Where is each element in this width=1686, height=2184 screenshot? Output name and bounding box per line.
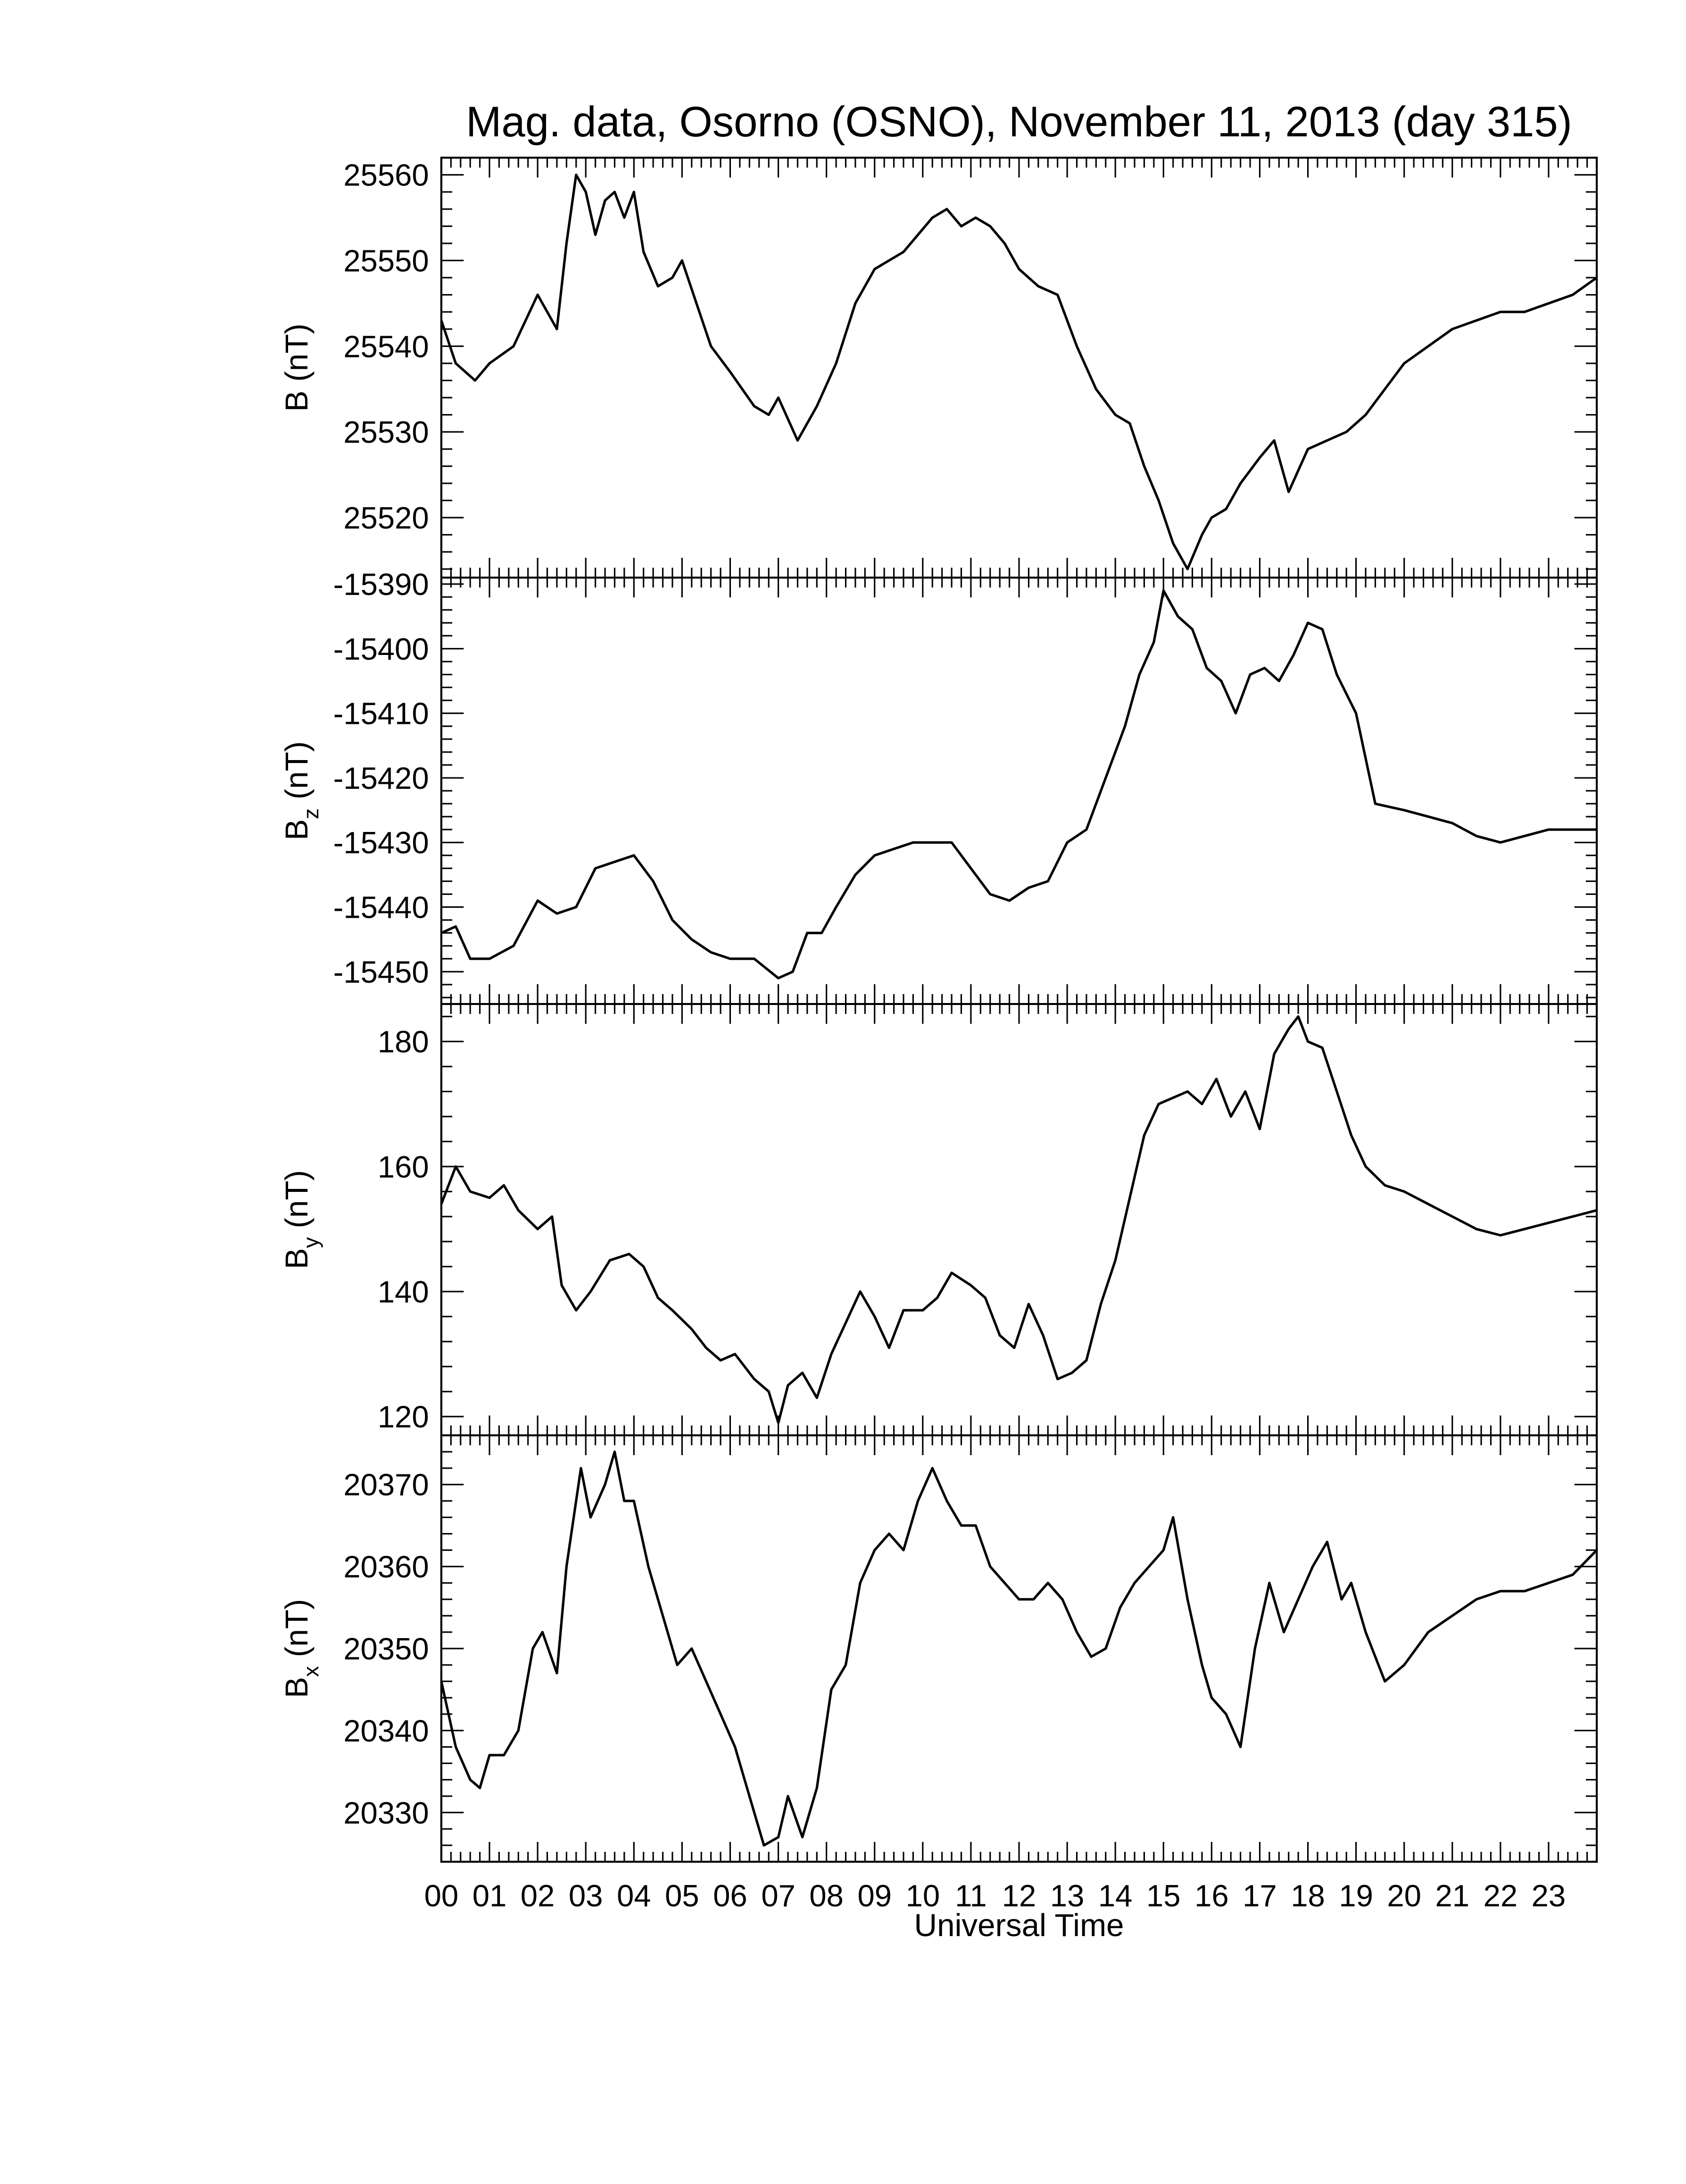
x-tick-label: 13 <box>1050 1879 1084 1913</box>
y-tick-label-By: 140 <box>378 1275 429 1309</box>
x-tick-label: 01 <box>473 1879 507 1913</box>
y-axis-label-main-By: B <box>279 1248 314 1269</box>
x-tick-label: 18 <box>1291 1879 1325 1913</box>
series-line-By-0 <box>440 1015 1597 1424</box>
y-axis-label-sub-By: y <box>299 1237 323 1248</box>
x-tick-label: 11 <box>955 1879 987 1913</box>
y-axis-label-By: By (nT) <box>279 1170 323 1269</box>
panel-Bz: -15450 -15440 -15430 -15420 -15410 -15400 -153… <box>279 568 1598 1005</box>
panel-B: 25520 25530 25540 25550 25560 B (nT) <box>279 157 1598 579</box>
y-axis-label-unit-By: (nT) <box>279 1170 314 1237</box>
y-tick-label-Bx: 20370 <box>344 1468 429 1502</box>
y-tick-label-Bz: -15450 <box>333 955 429 990</box>
series-line-Bx-0 <box>440 1450 1598 1847</box>
x-tick-label: 10 <box>905 1879 940 1913</box>
y-axis-label-B: B (nT) <box>279 324 314 412</box>
y-tick-label-Bz: -15440 <box>333 891 429 925</box>
x-tick-label: 04 <box>617 1879 651 1913</box>
y-tick-label-By: 160 <box>378 1150 429 1184</box>
x-tick-labels: 00 01 02 03 04 05 06 07 08 09 10 11 12 13 14 15 16 17 18 19… <box>424 1879 1566 1913</box>
panel-frame-By <box>440 1003 1598 1436</box>
y-axis-label-main-Bx: B <box>279 1677 314 1698</box>
x-tick-label: 21 <box>1435 1879 1469 1913</box>
y-tick-label-Bx: 20340 <box>344 1714 429 1748</box>
y-tick-label-B: 25560 <box>344 159 429 193</box>
y-axis-label-main-B: B <box>279 391 314 412</box>
panel-Bx: 20330 20340 20350 20360 20370 Bx (nT) <box>279 1434 1598 1863</box>
x-tick-label: 15 <box>1146 1879 1181 1913</box>
x-tick-label: 09 <box>857 1879 892 1913</box>
series-line-Bz-0 <box>440 589 1597 980</box>
x-tick-label: 05 <box>665 1879 699 1913</box>
x-tick-label: 00 <box>424 1879 459 1913</box>
y-tick-label-Bz: -15420 <box>333 762 429 796</box>
y-axis-label-Bz: Bz (nT) <box>279 741 323 840</box>
x-tick-label: 16 <box>1195 1879 1229 1913</box>
x-tick-label: 19 <box>1339 1879 1373 1913</box>
x-tick-label: 02 <box>521 1879 555 1913</box>
y-tick-label-B: 25540 <box>344 330 429 364</box>
chart-title: Mag. data, Osorno (OSNO), November 11, 2… <box>466 98 1572 146</box>
y-tick-label-Bz: -15400 <box>333 632 429 666</box>
x-tick-label: 14 <box>1098 1879 1133 1913</box>
y-tick-label-Bx: 20350 <box>344 1632 429 1666</box>
x-tick-label: 03 <box>569 1879 603 1913</box>
y-tick-label-Bx: 20330 <box>344 1796 429 1830</box>
x-tick-label: 17 <box>1243 1879 1277 1913</box>
panel-frame-Bx <box>440 1434 1598 1863</box>
x-tick-label: 07 <box>761 1879 795 1913</box>
x-tick-label: 06 <box>713 1879 747 1913</box>
y-tick-label-By: 180 <box>378 1025 429 1060</box>
y-tick-label-By: 120 <box>378 1400 429 1434</box>
y-axis-label-unit-B: (nT) <box>279 324 314 391</box>
y-axis-label-sub-Bz: z <box>299 808 323 819</box>
y-axis-label-main-Bz: B <box>279 819 314 840</box>
panel-By: 120 140 160 180 By (nT) <box>279 1003 1598 1436</box>
x-axis-label: Universal Time <box>914 1907 1124 1943</box>
x-tick-label: 22 <box>1483 1879 1517 1913</box>
y-tick-label-Bz: -15390 <box>333 568 429 602</box>
series-line-B-0 <box>440 174 1598 571</box>
x-tick-label: 20 <box>1387 1879 1421 1913</box>
y-tick-label-Bz: -15410 <box>333 697 429 731</box>
y-axis-label-unit-Bx: (nT) <box>279 1599 314 1666</box>
panel-frame-B <box>440 157 1598 579</box>
y-tick-label-Bx: 20360 <box>344 1550 429 1585</box>
y-tick-label-B: 25520 <box>344 501 429 535</box>
x-tick-label: 08 <box>809 1879 843 1913</box>
y-axis-label-sub-Bx: x <box>299 1666 323 1677</box>
y-tick-label-B: 25550 <box>344 244 429 278</box>
y-axis-label-Bx: Bx (nT) <box>279 1599 323 1698</box>
x-tick-label: 23 <box>1531 1879 1566 1913</box>
y-axis-label-unit-Bz: (nT) <box>279 741 314 808</box>
panel-frame-Bz <box>440 577 1598 1005</box>
y-tick-label-B: 25530 <box>344 415 429 450</box>
x-tick-label: 12 <box>1002 1879 1036 1913</box>
y-tick-label-Bz: -15430 <box>333 826 429 860</box>
